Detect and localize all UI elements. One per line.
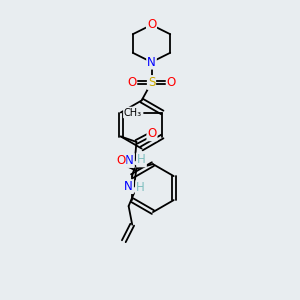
Text: O: O	[167, 76, 176, 89]
Text: O: O	[147, 127, 157, 140]
Text: CH₃: CH₃	[124, 107, 142, 118]
Text: N: N	[147, 56, 156, 69]
Text: N: N	[125, 154, 134, 167]
Text: O: O	[127, 76, 136, 89]
Text: O: O	[116, 154, 125, 167]
Text: H: H	[137, 153, 146, 167]
Text: H: H	[136, 181, 145, 194]
Text: N: N	[124, 180, 133, 193]
Text: S: S	[148, 76, 155, 89]
Text: O: O	[147, 18, 156, 32]
